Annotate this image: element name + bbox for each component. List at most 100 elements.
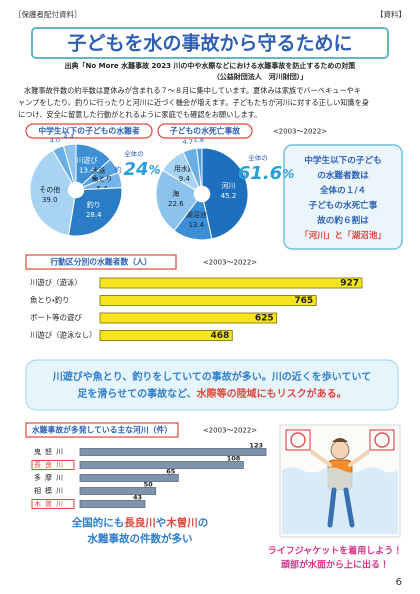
bar [99,312,278,324]
pie-hole [67,181,85,199]
pie-slice [155,169,203,232]
pie-value-label: 13.4 [188,221,204,229]
bar-category-label: 相模川 [34,486,67,495]
bar [79,461,244,469]
rivers-note-line-segment: の [198,517,209,529]
banner-line: 足を滑らせての事故など、水際等の陸域にもリスクがある。 [77,387,346,400]
header-right: 【資料】 [376,9,406,19]
summary-line: 「河川」と「湖沼池」 [300,229,386,241]
bar [99,330,233,341]
banner-line-segment: 足を滑らせての事故など、 [77,387,196,400]
summary-line-segment: の水難者数は [317,169,369,181]
bar-value-label: 468 [210,331,229,341]
pie-label: 湖沼池 [186,210,207,219]
pie-value-label: 9.4 [179,175,191,183]
summary-line: の水難者数は [317,169,369,181]
bar-value-label: 50 [144,481,154,489]
page-number: 6 [396,577,402,588]
summary-line-segment: 子どもの水死亡事 [309,199,378,211]
bar-value-label: 108 [227,455,241,463]
bar-value-label: 65 [166,468,176,476]
summary-line-segment: 全体の１/４ [320,184,366,196]
bar-category-label: 多摩川 [34,473,67,482]
banner-frame [25,359,399,411]
callout-value: 24% [123,159,160,180]
pie-label: 用水路 [174,164,195,173]
bar-title: 行動区分別の水難者数（人） [49,257,151,267]
callout-approx: 約 [115,165,122,174]
pie-value-label: 4.7 [183,138,193,146]
pie-slice [201,147,249,240]
bar-value-label: 43 [133,494,142,502]
pie-value-label: 4.0 [50,136,60,144]
rivers-note-line-segment: 長良川 [124,516,156,529]
pie-title: 中学生以下の子どもの水難者 [38,126,140,136]
header-left: ［保護者配付資料］ [14,9,82,19]
summary-line-segment: 故の約６割は [317,214,369,226]
banner-line: 川遊びや魚とり、釣りをしていての事故が多い。川の近くを歩いていて [52,370,371,383]
callout-unit: % [149,163,161,177]
bar [79,474,179,482]
pie-title: 子どもの水死亡事故 [170,126,240,136]
pie-value-label: 1.8 [194,136,204,144]
callout-approx: 約 [239,169,246,178]
pie-slice [62,143,77,191]
summary-line: 中学生以下の子ども [304,154,381,166]
summary-line: 全体の１/４ [320,184,366,196]
period: <2003～2022> [203,427,257,435]
source-line: 出典「No More 水難事故 2023 川の中や水際などにおける水難事故を防止… [65,61,357,70]
intro-line: ャンプをしたり、釣りに行ったりと河川に近づく機会が増えます。子どもたちが河川に対… [18,98,369,107]
bar-category-label: 長良川 [34,460,67,469]
bar [79,487,157,495]
callout-unit: % [282,167,294,181]
title-frame [31,27,389,59]
pie-slice [196,147,203,195]
rivers-note-line: 水難事故の件数が多い [87,532,193,545]
rivers-note-line-segment: や [156,517,167,529]
lifejacket-note: ライフジャケットを着用しよう！ [268,545,403,557]
highlight-frame [31,460,75,470]
pie-value-label: 4.4 [63,133,73,141]
source-line: （公益財団法人 河川財団）」 [213,72,308,81]
lifejacket-note: 頭部が水面から上に出る！ [281,559,389,571]
rivers-note-line-segment: 全国的にも [71,516,125,529]
summary-line-segment: 中学生以下の子ども [304,154,381,166]
summary-line: 子どもの水死亡事 [309,199,378,211]
pie-label: 川遊び [76,156,97,165]
bar-value-label: 123 [249,442,263,450]
callout-number: 61.6 [238,163,282,184]
pie-slice [67,187,123,237]
bar-value-label: 765 [294,296,313,306]
bar [79,500,146,508]
intro-line: 水難事故件数の約半数は夏休みが含まれる７～８月に集中しています。夏休みは家族でバ… [24,86,361,95]
banner-line-segment: 川遊びや魚とり、釣りをしていての事故が多い。川の近くを歩いていて [52,370,371,383]
rivers-note-line: 全国的にも長良川や木曽川の [71,516,209,529]
bar [99,295,317,306]
pie-value-label: 22.6 [168,200,184,208]
highlight-frame [31,499,75,509]
pie-label: 水泳 [92,166,106,175]
intro-line: につけ、安全に留意した行動がとれるように家庭でも確認をお願いします。 [18,110,261,119]
period: <2003～2022> [203,259,257,267]
summary-line-segment: 「河川」と「湖沼池」 [300,229,386,241]
callout-value: 61.6% [238,163,294,184]
bar-category-label: ボート等の遊び [30,313,82,322]
pie-slice [29,149,77,236]
rivers-note-line-segment: 水難事故の件数が多い [87,532,193,545]
rivers-note-line-segment: 木曽川 [165,516,198,529]
pie-label: 魚とり [92,174,113,183]
pie-label: その他 [39,185,60,194]
title: 子どもを水の事故から守るために [67,32,352,55]
bar-category-label: 川遊び（遊泳） [30,278,82,287]
pie-title-frame [25,123,153,139]
bar-category-label: 魚とり・釣り [30,296,69,305]
pie-hole [193,185,211,203]
period: <2003～2022> [273,128,327,136]
pie-value-label: 13.4 [79,167,95,175]
bar-title-frame [25,422,179,438]
summary-line: 故の約６割は [317,214,369,226]
bar-category-label: 木曽川 [34,499,67,508]
bar-category-label: 鬼怒川 [34,447,67,456]
